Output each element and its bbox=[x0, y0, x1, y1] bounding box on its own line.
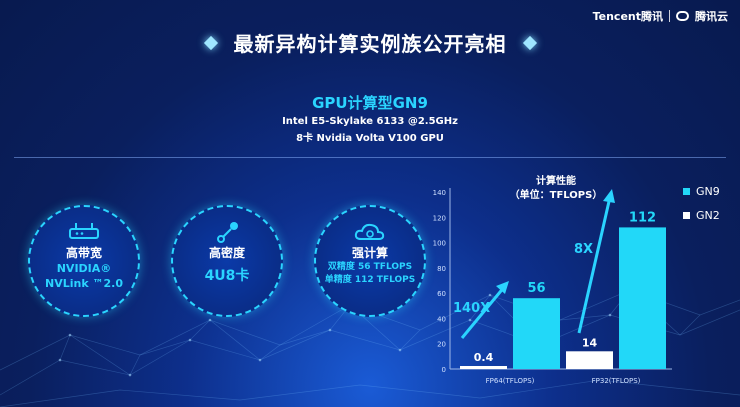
tencent-brand-text: Tencent腾讯 bbox=[592, 10, 663, 23]
spec-cpu: Intel E5-Skylake 6133 @2.5GHz bbox=[282, 116, 458, 127]
feature-bandwidth-line2: NVLink ™2.0 bbox=[45, 277, 123, 290]
page-title: 最新异构计算实例族公开亮相 bbox=[233, 32, 507, 56]
y-tick-label: 80 bbox=[437, 265, 446, 273]
legend-gn9-swatch bbox=[683, 188, 690, 195]
feature-bandwidth: 高带宽 NVIDIA® NVLink ™2.0 bbox=[28, 205, 140, 317]
x-tick-label: FP64(TFLOPS) bbox=[486, 377, 535, 385]
y-tick-label: 40 bbox=[437, 315, 446, 323]
feature-compute-fp64: 双精度 56 TFLOPS bbox=[327, 262, 413, 272]
arrow-fp32-head bbox=[603, 189, 615, 203]
legend-gn2: GN2 bbox=[683, 209, 720, 222]
bar-gn9-label: 112 bbox=[629, 210, 656, 225]
logo-separator bbox=[669, 10, 670, 22]
feature-density-title: 高密度 bbox=[208, 246, 245, 260]
y-tick-label: 140 bbox=[433, 189, 446, 197]
legend-gn2-swatch bbox=[683, 212, 690, 219]
router-icon bbox=[69, 223, 99, 239]
annotation-fp32: 8X bbox=[574, 242, 593, 257]
annotation-fp64: 140X bbox=[453, 301, 490, 316]
y-tick-label: 20 bbox=[437, 341, 446, 349]
feature-compute-fp32: 单精度 112 TFLOPS bbox=[324, 275, 416, 285]
feature-bandwidth-title: 高带宽 bbox=[65, 246, 102, 260]
bar-gn9 bbox=[619, 227, 666, 369]
tencent-cloud-text: 腾讯云 bbox=[695, 10, 728, 23]
bar-gn2 bbox=[460, 366, 507, 369]
feature-compute-title: 强计算 bbox=[351, 246, 388, 260]
feature-bandwidth-line1: NVIDIA® bbox=[56, 262, 112, 275]
tencent-logo: Tencent腾讯 腾讯云 bbox=[593, 8, 728, 24]
y-tick-label: 100 bbox=[433, 240, 446, 248]
page-subtitle: GPU计算型GN9 bbox=[312, 94, 428, 112]
cloud-gear-icon bbox=[354, 223, 385, 240]
y-tick-label: 0 bbox=[442, 366, 446, 374]
feature-compute: 强计算 双精度 56 TFLOPS 单精度 112 TFLOPS bbox=[314, 205, 426, 317]
cloud-logo-icon bbox=[676, 11, 689, 21]
feature-density-value: 4U8卡 bbox=[204, 268, 250, 284]
bar-gn2-label: 0.4 bbox=[474, 351, 494, 364]
feature-density: 高密度 4U8卡 bbox=[171, 205, 283, 317]
title-row: 最新异构计算实例族公开亮相 bbox=[0, 28, 740, 57]
legend-gn2-label: GN2 bbox=[696, 209, 720, 222]
legend-gn9-label: GN9 bbox=[696, 185, 720, 198]
bar-gn9-label: 56 bbox=[527, 281, 545, 296]
header-divider bbox=[14, 157, 726, 158]
y-tick-label: 120 bbox=[433, 214, 446, 222]
x-tick-label: FP32(TFLOPS) bbox=[592, 377, 641, 385]
node-icon bbox=[217, 222, 238, 243]
chart-title-line1: 计算性能 bbox=[536, 174, 576, 187]
bar-gn2-label: 14 bbox=[582, 336, 598, 349]
chart-title-line2: （单位：TFLOPS） bbox=[510, 188, 603, 201]
y-tick-label: 60 bbox=[437, 290, 446, 298]
legend-gn9: GN9 bbox=[683, 185, 720, 198]
arrow-fp64-head bbox=[496, 281, 509, 294]
bar-gn9 bbox=[513, 298, 560, 369]
bar-gn2 bbox=[566, 351, 613, 369]
arrow-fp64-line bbox=[460, 285, 507, 339]
spec-gpu: 8卡 Nvidia Volta V100 GPU bbox=[296, 133, 444, 144]
arrow-fp32-line bbox=[577, 196, 612, 334]
